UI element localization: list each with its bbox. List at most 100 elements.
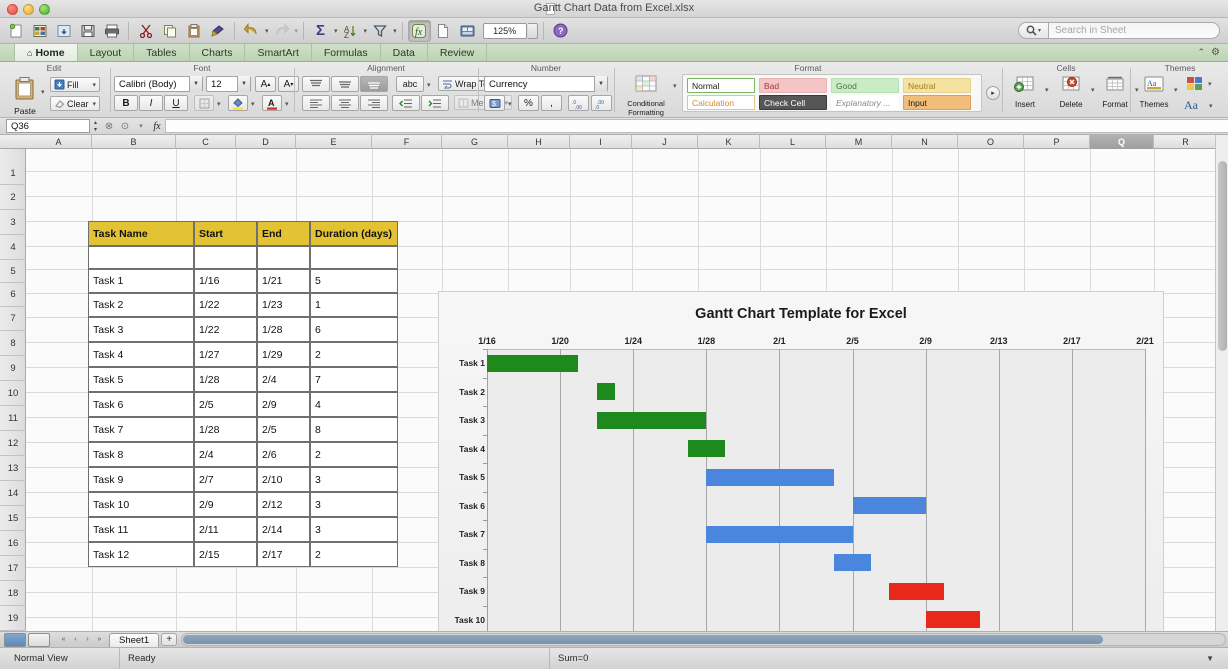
paste-dropdown-icon[interactable]: ▾ — [41, 89, 45, 96]
table-row[interactable]: Task 9 — [88, 467, 194, 492]
help-icon[interactable]: ? — [549, 20, 572, 42]
table-row[interactable]: 2/5 — [194, 392, 257, 417]
table-row[interactable]: Task 10 — [88, 492, 194, 517]
format-cells-button[interactable]: Format — [1098, 76, 1132, 109]
filter-icon[interactable] — [368, 20, 391, 42]
table-row[interactable]: 1/21 — [257, 269, 310, 293]
conditional-formatting-dropdown-icon[interactable]: ▾ — [673, 83, 677, 90]
vertical-scroll-thumb[interactable] — [1218, 161, 1227, 351]
add-sheet-button[interactable]: + — [161, 633, 178, 646]
window-controls[interactable] — [7, 4, 50, 15]
table-row[interactable]: Task 5 — [88, 367, 194, 392]
cell-styles-gallery[interactable]: Normal Bad Good Neutral Calculation Chec… — [682, 74, 982, 112]
gantt-bar[interactable] — [925, 611, 981, 629]
style-check-cell[interactable]: Check Cell — [759, 95, 827, 110]
table-row[interactable]: Task 2 — [88, 293, 194, 317]
vertical-scrollbar[interactable] — [1215, 135, 1228, 637]
font-size-select[interactable]: 12 ▼ — [206, 76, 251, 92]
table-header-cell[interactable]: Start — [194, 221, 257, 246]
tab-tables[interactable]: Tables — [134, 44, 190, 61]
table-blank-cell[interactable] — [194, 246, 257, 269]
row-header-4[interactable]: 4 — [0, 235, 26, 260]
insert-cells-button[interactable]: Insert — [1008, 76, 1042, 109]
shrink-font-button[interactable]: A ▾ — [278, 76, 299, 92]
column-header-b[interactable]: B — [92, 135, 176, 149]
table-row[interactable]: 8 — [310, 417, 398, 442]
table-row[interactable]: 1/16 — [194, 269, 257, 293]
table-row[interactable]: 7 — [310, 367, 398, 392]
orientation-dropdown-icon[interactable]: ▾ — [427, 82, 431, 89]
table-row[interactable]: Task 11 — [88, 517, 194, 542]
percent-button[interactable]: % — [518, 95, 539, 111]
clear-button[interactable]: Clear ▾ — [50, 96, 100, 111]
cut-icon[interactable] — [134, 20, 157, 42]
table-row[interactable]: 2 — [310, 442, 398, 467]
table-row[interactable]: Task 1 — [88, 269, 194, 293]
chevron-down-icon[interactable]: ▼ — [237, 76, 250, 92]
nav-first-icon[interactable]: « — [61, 636, 66, 643]
number-format-select[interactable]: Currency ▼ — [484, 76, 608, 92]
name-box-stepper[interactable]: ▴ ▾ — [93, 120, 97, 133]
tab-review[interactable]: Review — [428, 44, 488, 61]
table-row[interactable]: Task 6 — [88, 392, 194, 417]
font-family-select[interactable]: Calibri (Body) ▼ — [114, 76, 203, 92]
style-good[interactable]: Good — [831, 78, 899, 93]
search-input[interactable]: Search in Sheet — [1048, 22, 1220, 39]
formula-expand-icon[interactable]: ▾ — [139, 123, 143, 130]
column-header-o[interactable]: O — [958, 135, 1024, 149]
sort-dropdown-icon[interactable]: ▾ — [363, 27, 368, 35]
table-row[interactable]: Task 7 — [88, 417, 194, 442]
horizontal-scroll-thumb[interactable] — [183, 635, 1104, 644]
table-row[interactable]: 2/15 — [194, 542, 257, 567]
style-calculation[interactable]: Calculation — [687, 95, 755, 110]
tab-layout[interactable]: Layout — [78, 44, 135, 61]
column-header-n[interactable]: N — [892, 135, 958, 149]
column-header-j[interactable]: J — [632, 135, 698, 149]
nav-last-icon[interactable]: » — [97, 636, 102, 643]
gantt-bar[interactable] — [834, 554, 871, 572]
row-header-1[interactable]: 1 — [0, 163, 26, 185]
table-row[interactable]: 2/9 — [194, 492, 257, 517]
themes-button[interactable]: Aa Themes — [1136, 76, 1172, 109]
sheet-nav-arrows[interactable]: « ‹ › » — [58, 636, 105, 643]
undo-dropdown-icon[interactable]: ▾ — [265, 27, 269, 35]
row-header-14[interactable]: 14 — [0, 481, 26, 506]
align-right-button[interactable] — [360, 95, 388, 111]
styles-more-icon[interactable]: ▸ — [986, 86, 1000, 100]
align-bottom-button[interactable] — [360, 76, 388, 92]
row-header-6[interactable]: 6 — [0, 283, 26, 307]
table-row[interactable]: 2/10 — [257, 467, 310, 492]
row-header-19[interactable]: 19 — [0, 606, 26, 631]
gantt-bar[interactable] — [596, 411, 707, 429]
column-header-c[interactable]: C — [176, 135, 236, 149]
underline-button[interactable]: U — [164, 95, 188, 111]
gantt-bar[interactable] — [706, 468, 835, 486]
gallery-icon[interactable] — [456, 20, 479, 42]
column-header-l[interactable]: L — [760, 135, 826, 149]
redo-dropdown-icon[interactable]: ▾ — [294, 27, 299, 35]
borders-dropdown-icon[interactable]: ▾ — [217, 101, 221, 108]
formula-builder-icon[interactable]: fx — [407, 19, 431, 42]
tab-home[interactable]: ⌂ Home — [14, 44, 78, 61]
table-row[interactable]: 2/14 — [257, 517, 310, 542]
grow-font-button[interactable]: A ▴ — [255, 76, 276, 92]
print-icon[interactable] — [100, 20, 123, 42]
table-row[interactable]: 1/22 — [194, 317, 257, 342]
row-header-10[interactable]: 10 — [0, 381, 26, 406]
format-dropdown-icon[interactable]: ▾ — [1135, 87, 1139, 94]
gantt-bar[interactable] — [487, 354, 579, 372]
row-header-8[interactable]: 8 — [0, 331, 26, 356]
tab-formulas[interactable]: Formulas — [312, 44, 381, 61]
row-header-15[interactable]: 15 — [0, 506, 26, 531]
decrease-indent-button[interactable] — [392, 95, 420, 111]
column-header-d[interactable]: D — [236, 135, 296, 149]
tab-charts[interactable]: Charts — [190, 44, 246, 61]
orientation-button[interactable]: abc — [396, 76, 424, 92]
table-row[interactable]: Task 8 — [88, 442, 194, 467]
table-header-cell[interactable]: Task Name — [88, 221, 194, 246]
new-sheet-icon[interactable] — [432, 20, 455, 42]
gantt-bar[interactable] — [688, 440, 725, 458]
currency-dropdown-icon[interactable]: ▾ — [508, 101, 512, 108]
table-row[interactable]: 1/22 — [194, 293, 257, 317]
increase-indent-button[interactable] — [421, 95, 449, 111]
